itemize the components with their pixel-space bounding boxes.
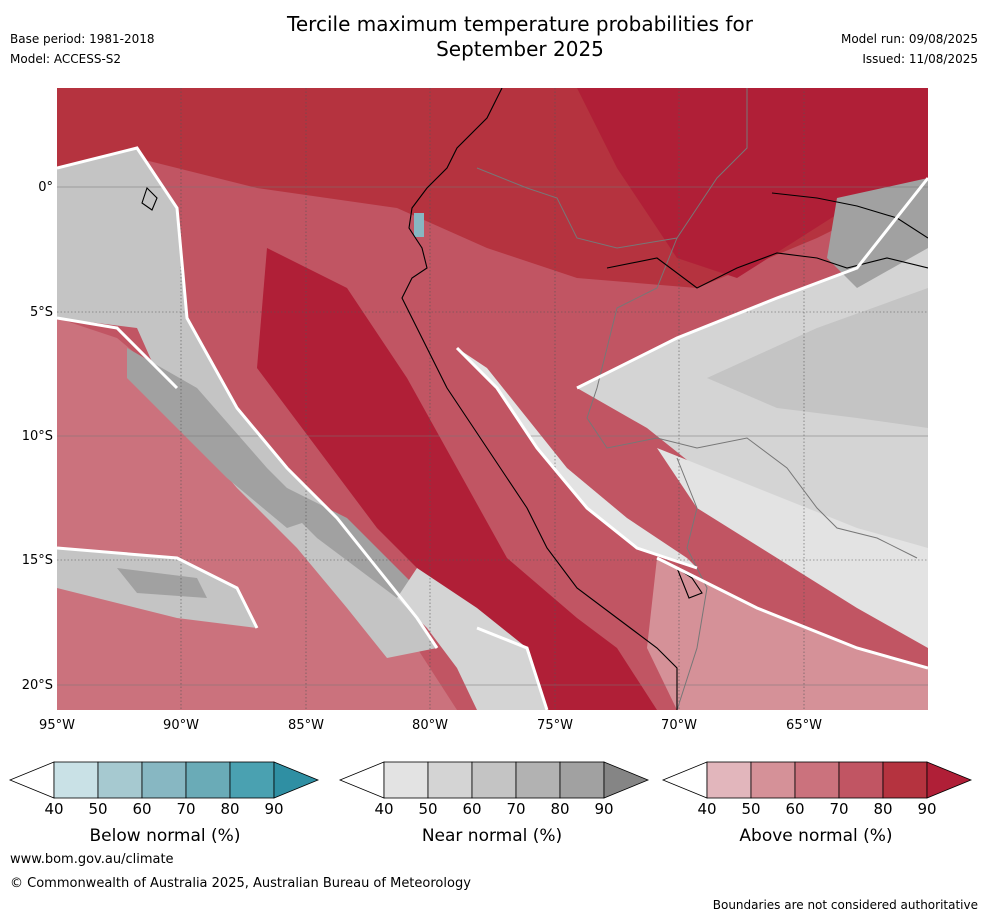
colorbar-above-normal (661, 761, 973, 799)
colorbar-below-normal (8, 761, 320, 799)
colorbar-tick-label: 70 (506, 800, 526, 818)
colorbar-extend-low (661, 761, 708, 799)
lat-label-15s: 15°S (21, 553, 53, 568)
colorbar-extend-high (926, 761, 973, 799)
lon-label-85w: 85°W (288, 718, 324, 733)
footer-disclaimer: Boundaries are not considered authoritat… (712, 898, 978, 912)
colorbar-tick-label: 80 (550, 800, 570, 818)
issued-date: Issued: 11/08/2025 (862, 52, 978, 66)
footer-website: www.bom.gov.au/climate (10, 852, 174, 867)
lon-label-80w: 80°W (412, 718, 448, 733)
title-line-1: Tercile maximum temperature probabilitie… (287, 12, 753, 36)
lon-label-70w: 70°W (661, 718, 697, 733)
colorbar-label-near: Near normal (%) (421, 826, 563, 846)
meta-right: Model run: 09/08/2025 Issued: 11/08/2025 (841, 29, 978, 69)
colorbar-near-normal (338, 761, 650, 799)
colorbar-segment (383, 761, 429, 799)
colorbar-segment (53, 761, 99, 799)
map-title: Tercile maximum temperature probabilitie… (0, 12, 988, 62)
colorbar-tick-label: 50 (741, 800, 761, 818)
lat-label-0: 0° (38, 180, 53, 195)
tercile-boundaries (57, 146, 928, 710)
coastline (141, 88, 928, 710)
colorbar-tick-label: 40 (697, 800, 717, 818)
colorbars (8, 761, 973, 799)
colorbar-segment (882, 761, 928, 799)
colorbar-tick-label: 50 (88, 800, 108, 818)
colorbar-tick-label: 80 (220, 800, 240, 818)
near-normal-southwest-core (117, 568, 207, 598)
colorbar-tick-label: 90 (264, 800, 284, 818)
graticule (57, 88, 928, 710)
colorbar-tick-label: 60 (132, 800, 152, 818)
colorbar-extend-low (338, 761, 385, 799)
lon-label-90w: 90°W (163, 718, 199, 733)
lon-label-75w: 75°W (537, 718, 573, 733)
colorbar-segment (794, 761, 840, 799)
colorbar-extend-high (603, 761, 650, 799)
lat-label-10s: 10°S (21, 429, 53, 444)
lon-label-95w: 95°W (39, 718, 75, 733)
colorbar-segment (471, 761, 517, 799)
colorbar-segment (750, 761, 796, 799)
above-normal-southeast-region (647, 558, 928, 710)
footer-copyright: © Commonwealth of Australia 2025, Austra… (10, 876, 471, 891)
colorbar-tick-label: 60 (785, 800, 805, 818)
colorbar-segment (559, 761, 605, 799)
colorbar-tick-label: 40 (374, 800, 394, 818)
above-normal-coastal-peak (257, 248, 657, 710)
title-line-2: September 2025 (436, 37, 604, 61)
colorbar-segment (229, 761, 275, 799)
near-normal-interior-band (707, 288, 928, 428)
colorbar-extend-high (273, 761, 320, 799)
lat-label-20s: 20°S (21, 678, 53, 693)
colorbar-tick-label: 70 (176, 800, 196, 818)
colorbar-segment (515, 761, 561, 799)
near-normal-southeast-band (657, 448, 928, 648)
colorbar-tick-label: 60 (462, 800, 482, 818)
colorbar-tick-label: 90 (594, 800, 614, 818)
near-normal-south-offshore (397, 568, 547, 710)
colorbar-label-below: Below normal (%) (89, 826, 241, 846)
colorbar-segment (141, 761, 187, 799)
above-normal-90-region (237, 88, 928, 278)
colorbar-segment (706, 761, 752, 799)
model-name: Model: ACCESS-S2 (10, 52, 122, 66)
probability-map (57, 88, 928, 710)
colorbar-label-above: Above normal (%) (739, 826, 893, 846)
lat-label-5s: 5°S (29, 305, 53, 320)
colorbar-extend-low (8, 761, 55, 799)
model-run: Model run: 09/08/2025 (840, 32, 978, 46)
colorbar-tick-label: 70 (829, 800, 849, 818)
colorbar-segment (427, 761, 473, 799)
meta-left: Base period: 1981-2018 Model: ACCESS-S2 (10, 29, 155, 69)
below-normal-spot (414, 213, 424, 237)
colorbar-tick-label: 90 (917, 800, 937, 818)
colorbar-segment (97, 761, 143, 799)
near-normal-offshore-core (287, 488, 417, 598)
lon-label-65w: 65°W (786, 718, 822, 733)
base-period: Base period: 1981-2018 (10, 32, 155, 46)
colorbar-tick-label: 40 (44, 800, 64, 818)
colorbar-segment (185, 761, 231, 799)
colorbar-tick-label: 50 (418, 800, 438, 818)
colorbar-tick-label: 80 (873, 800, 893, 818)
near-normal-pacific-core (127, 348, 317, 528)
colorbar-segment (838, 761, 884, 799)
